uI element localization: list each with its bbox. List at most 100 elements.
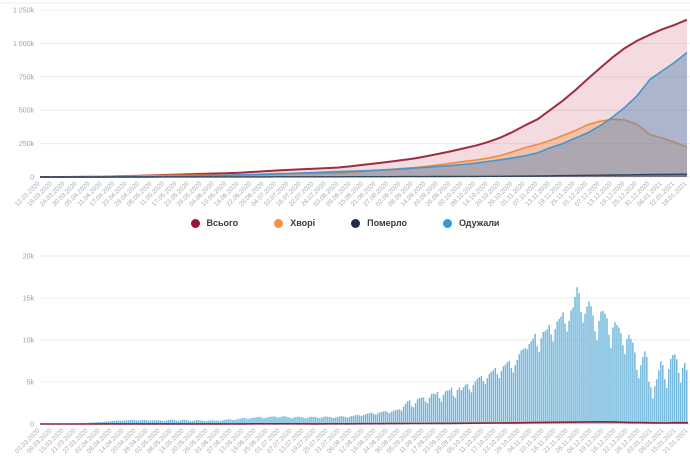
bar[interactable]	[161, 420, 164, 424]
bar[interactable]	[213, 420, 215, 424]
bar[interactable]	[281, 416, 283, 425]
bar[interactable]	[113, 420, 116, 424]
bar[interactable]	[608, 334, 610, 424]
bar[interactable]	[231, 419, 233, 424]
bar[interactable]	[646, 356, 648, 424]
bar[interactable]	[468, 389, 471, 424]
bar[interactable]	[247, 419, 249, 424]
bar[interactable]	[141, 420, 144, 424]
bar[interactable]	[187, 420, 189, 424]
bar[interactable]	[616, 325, 618, 424]
bar[interactable]	[195, 420, 197, 424]
bar[interactable]	[339, 416, 341, 424]
bar[interactable]	[508, 360, 510, 424]
bar[interactable]	[361, 416, 363, 424]
bar[interactable]	[277, 417, 279, 424]
bar[interactable]	[269, 416, 271, 424]
bar[interactable]	[225, 419, 227, 424]
bar[interactable]	[366, 413, 369, 425]
bar[interactable]	[666, 388, 668, 424]
bar[interactable]	[548, 325, 550, 424]
bar[interactable]	[341, 416, 343, 424]
bar[interactable]	[345, 417, 347, 424]
bar[interactable]	[235, 419, 237, 424]
bar[interactable]	[297, 416, 299, 425]
bar[interactable]	[434, 394, 437, 424]
bar[interactable]	[632, 342, 634, 424]
bar[interactable]	[125, 420, 128, 424]
bar[interactable]	[229, 419, 231, 424]
bar[interactable]	[542, 332, 544, 424]
bar[interactable]	[404, 403, 407, 424]
bar[interactable]	[636, 369, 638, 424]
bar[interactable]	[630, 338, 632, 424]
bar[interactable]	[672, 355, 674, 424]
bar[interactable]	[357, 414, 359, 424]
bar[interactable]	[179, 420, 182, 425]
bar[interactable]	[490, 371, 493, 424]
bar[interactable]	[664, 379, 666, 424]
bar[interactable]	[159, 420, 162, 425]
bar[interactable]	[686, 370, 688, 424]
bar[interactable]	[249, 418, 251, 424]
bar[interactable]	[538, 352, 540, 424]
bar[interactable]	[331, 417, 333, 424]
bar[interactable]	[682, 367, 684, 424]
bar[interactable]	[398, 409, 401, 424]
bar[interactable]	[384, 410, 387, 424]
bar[interactable]	[259, 416, 261, 424]
bar[interactable]	[432, 393, 435, 425]
bar[interactable]	[602, 310, 604, 424]
bar[interactable]	[526, 349, 528, 424]
bar[interactable]	[410, 406, 413, 424]
bar[interactable]	[129, 420, 132, 424]
bar[interactable]	[109, 421, 112, 424]
bar[interactable]	[207, 420, 209, 424]
bar[interactable]	[678, 373, 680, 424]
bar[interactable]	[458, 387, 461, 425]
bar[interactable]	[430, 393, 433, 424]
bar[interactable]	[640, 365, 642, 424]
bar[interactable]	[462, 387, 465, 425]
bar[interactable]	[275, 416, 277, 424]
bar[interactable]	[446, 390, 449, 425]
bar[interactable]	[311, 416, 313, 424]
bar[interactable]	[448, 390, 451, 424]
bar[interactable]	[670, 358, 672, 424]
legend-item-total[interactable]: Всього	[190, 218, 238, 228]
bar[interactable]	[642, 356, 644, 424]
bar[interactable]	[584, 313, 586, 424]
bar[interactable]	[101, 421, 104, 424]
bar[interactable]	[177, 420, 180, 424]
bar[interactable]	[528, 344, 530, 424]
bar[interactable]	[638, 378, 640, 424]
bar[interactable]	[500, 371, 503, 424]
bar[interactable]	[484, 384, 487, 424]
bar[interactable]	[598, 320, 600, 424]
bar[interactable]	[251, 417, 253, 424]
bar[interactable]	[600, 311, 602, 424]
bar[interactable]	[572, 307, 574, 424]
bar[interactable]	[426, 403, 429, 424]
bar[interactable]	[253, 417, 255, 424]
bar[interactable]	[131, 419, 134, 424]
bar[interactable]	[394, 410, 397, 424]
bar[interactable]	[169, 419, 172, 424]
bar[interactable]	[143, 419, 146, 424]
bar[interactable]	[546, 329, 548, 424]
bar[interactable]	[103, 421, 106, 424]
bar[interactable]	[566, 331, 568, 425]
bar[interactable]	[265, 417, 267, 424]
bar[interactable]	[355, 415, 357, 424]
bar[interactable]	[586, 306, 588, 424]
bar[interactable]	[564, 323, 566, 425]
bar[interactable]	[153, 420, 156, 424]
bar[interactable]	[554, 329, 556, 424]
bar[interactable]	[335, 417, 337, 424]
bar[interactable]	[482, 381, 485, 424]
bar[interactable]	[99, 422, 102, 424]
bar[interactable]	[215, 420, 217, 424]
bar[interactable]	[418, 397, 421, 424]
bar[interactable]	[536, 346, 538, 424]
bar[interactable]	[209, 420, 211, 425]
